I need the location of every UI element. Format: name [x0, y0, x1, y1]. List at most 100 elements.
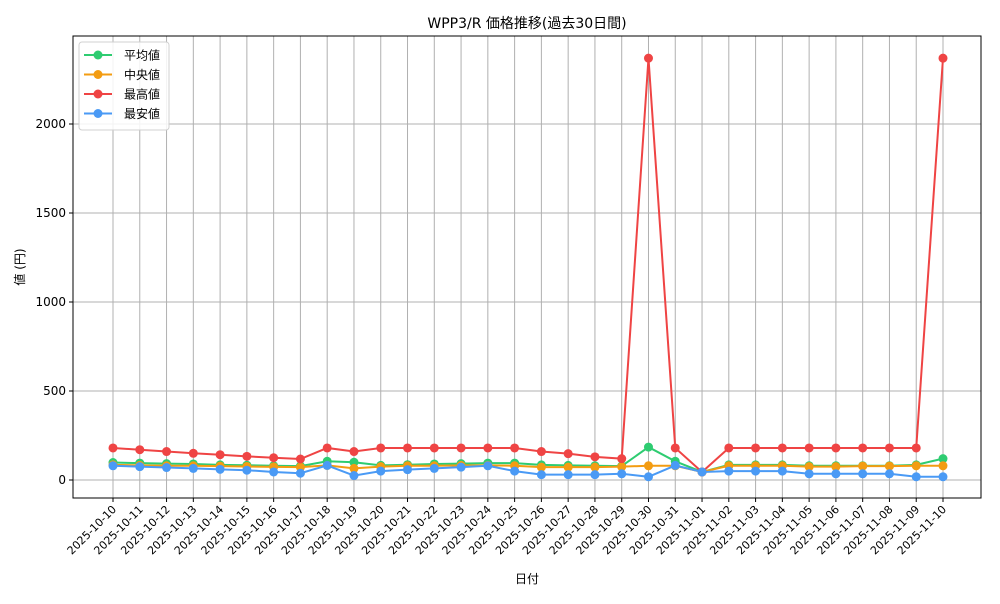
data-point: [643, 472, 653, 482]
data-point: [804, 443, 814, 453]
legend-label: 最高値: [124, 87, 160, 102]
legend-label: 最安値: [124, 106, 160, 121]
data-point: [911, 461, 921, 471]
y-tick-label: 1000: [35, 295, 66, 309]
data-point: [617, 469, 627, 479]
y-tick-label: 2000: [35, 117, 66, 131]
data-point: [108, 443, 118, 453]
data-point: [349, 447, 359, 457]
data-point: [429, 463, 439, 473]
legend-item: 最高値: [84, 87, 160, 102]
series-layer: [108, 53, 948, 482]
data-point: [563, 449, 573, 459]
data-point: [536, 470, 546, 480]
legend-item: 平均値: [84, 48, 160, 63]
y-tick-label: 0: [58, 473, 66, 487]
data-point: [858, 461, 868, 471]
data-point: [777, 443, 787, 453]
data-point: [349, 471, 359, 481]
data-point: [322, 460, 332, 470]
data-point: [108, 461, 118, 471]
data-point: [643, 53, 653, 63]
data-point: [938, 53, 948, 63]
data-point: [456, 443, 466, 453]
data-point: [536, 462, 546, 472]
legend-label: 平均値: [124, 48, 160, 63]
data-point: [322, 443, 332, 453]
data-point: [483, 461, 493, 471]
legend-box: [78, 41, 170, 131]
legend-label: 中央値: [124, 67, 160, 82]
data-point: [295, 468, 305, 478]
data-point: [911, 472, 921, 482]
data-point: [349, 457, 359, 467]
y-tick-label: 1500: [35, 206, 66, 220]
data-point: [777, 466, 787, 476]
legend-item: 最安値: [84, 106, 160, 121]
data-point: [590, 470, 600, 480]
data-point: [831, 443, 841, 453]
data-point: [670, 443, 680, 453]
data-point: [884, 469, 894, 479]
data-point: [670, 460, 680, 470]
data-point: [269, 467, 279, 477]
data-point: [804, 462, 814, 472]
data-point: [858, 469, 868, 479]
data-point: [858, 443, 868, 453]
data-point: [724, 443, 734, 453]
chart-title: WPP3/R 価格推移(過去30日間): [427, 16, 626, 32]
data-point: [162, 463, 172, 473]
legend-marker-icon: [93, 89, 103, 99]
data-point: [697, 467, 707, 477]
data-point: [724, 466, 734, 476]
data-point: [563, 470, 573, 480]
data-point: [242, 451, 252, 461]
data-point: [349, 463, 359, 473]
data-point: [617, 454, 627, 464]
y-tick-label: 500: [43, 384, 66, 398]
data-point: [590, 452, 600, 462]
legend-marker-icon: [93, 109, 103, 118]
data-point: [563, 462, 573, 472]
data-point: [751, 466, 761, 476]
series-line: [108, 460, 948, 482]
series-line: [108, 53, 948, 477]
grid-lines: [73, 36, 981, 498]
series-path: [112, 58, 944, 474]
data-point: [510, 466, 520, 476]
data-point: [643, 442, 653, 452]
data-point: [215, 450, 225, 460]
data-point: [751, 443, 761, 453]
plot-frame: [72, 35, 982, 499]
data-point: [804, 469, 814, 479]
legend-marker-icon: [93, 70, 103, 79]
data-point: [456, 462, 466, 472]
data-point: [643, 461, 653, 471]
x-axis: 2025-10-102025-10-112025-10-122025-10-13…: [65, 498, 949, 557]
data-point: [376, 466, 386, 476]
data-point: [831, 469, 841, 479]
data-point: [884, 461, 894, 471]
data-point: [295, 454, 305, 464]
data-point: [376, 443, 386, 453]
series-path: [112, 445, 944, 474]
data-point: [831, 462, 841, 472]
data-point: [135, 445, 145, 455]
data-point: [188, 463, 198, 473]
legend-marker-icon: [93, 50, 103, 60]
series-path: [112, 463, 943, 474]
y-axis-label: 値 (円): [12, 248, 27, 285]
legend-item: 中央値: [84, 67, 160, 82]
data-point: [938, 472, 948, 482]
data-point: [429, 443, 439, 453]
data-point: [938, 461, 948, 471]
data-point: [483, 443, 493, 453]
data-point: [617, 462, 627, 472]
data-point: [135, 462, 145, 472]
data-point: [938, 454, 948, 464]
x-axis-label: 日付: [515, 572, 539, 586]
data-point: [188, 448, 198, 458]
